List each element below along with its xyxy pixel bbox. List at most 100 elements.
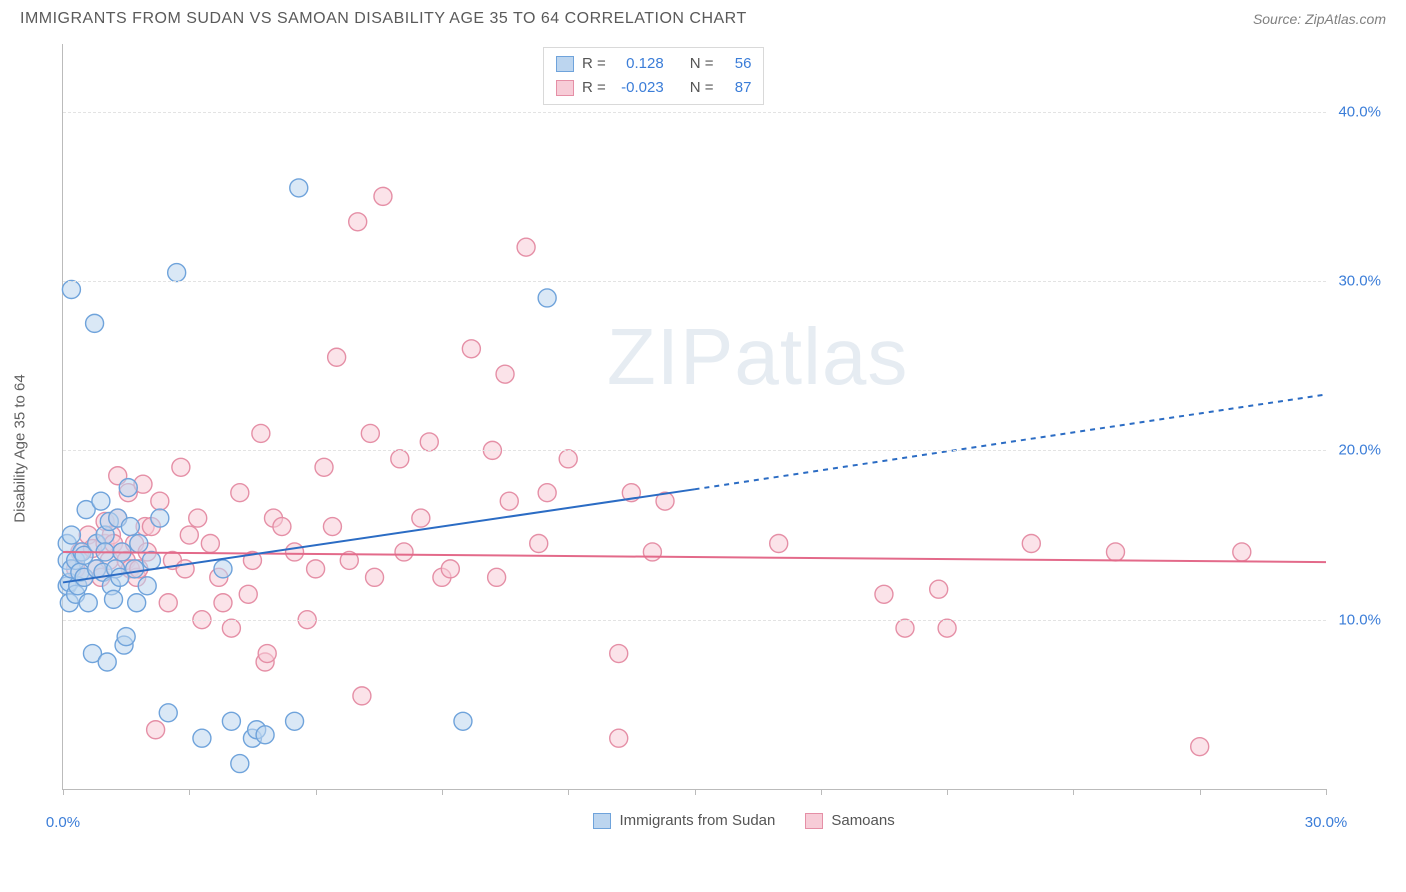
data-point — [214, 560, 232, 578]
data-point — [159, 704, 177, 722]
x-tick — [821, 789, 822, 795]
data-point — [62, 281, 80, 299]
x-tick — [1326, 789, 1327, 795]
gridline — [63, 620, 1326, 621]
data-point — [500, 492, 518, 510]
data-point — [374, 187, 392, 205]
data-point — [222, 619, 240, 637]
chart-title: IMMIGRANTS FROM SUDAN VS SAMOAN DISABILI… — [20, 10, 747, 28]
data-point — [252, 424, 270, 442]
data-point — [353, 687, 371, 705]
r-value-pink: -0.023 — [614, 76, 664, 100]
data-point — [231, 755, 249, 773]
legend-swatch-blue-icon — [593, 813, 611, 829]
data-point — [938, 619, 956, 637]
data-point — [189, 509, 207, 527]
chart-container: Disability Age 35 to 64 ZIPatlas R = 0.1… — [50, 40, 1386, 840]
data-point — [258, 645, 276, 663]
trend-line — [695, 394, 1327, 489]
data-point — [462, 340, 480, 358]
source-attribution: Source: ZipAtlas.com — [1253, 11, 1386, 27]
data-point — [290, 179, 308, 197]
n-value-blue: 56 — [721, 52, 751, 76]
gridline — [63, 112, 1326, 113]
data-point — [349, 213, 367, 231]
x-tick — [316, 789, 317, 795]
data-point — [930, 580, 948, 598]
data-point — [328, 348, 346, 366]
data-point — [1107, 543, 1125, 561]
data-point — [239, 585, 257, 603]
y-axis-label: Disability Age 35 to 64 — [12, 374, 29, 522]
data-point — [454, 712, 472, 730]
data-point — [92, 492, 110, 510]
legend-label-pink: Samoans — [831, 812, 894, 829]
data-point — [86, 314, 104, 332]
data-point — [875, 585, 893, 603]
data-point — [770, 534, 788, 552]
data-point — [559, 450, 577, 468]
plot-area: ZIPatlas R = 0.128 N = 56 R = -0.023 N =… — [62, 44, 1326, 790]
data-point — [151, 492, 169, 510]
r-value-blue: 0.128 — [614, 52, 664, 76]
n-label: N = — [690, 52, 714, 76]
data-point — [530, 534, 548, 552]
gridline — [63, 450, 1326, 451]
y-tick-label: 20.0% — [1331, 442, 1381, 459]
data-point — [315, 458, 333, 476]
data-point — [159, 594, 177, 612]
data-point — [395, 543, 413, 561]
data-point — [488, 568, 506, 586]
data-point — [517, 238, 535, 256]
data-point — [147, 721, 165, 739]
data-point — [896, 619, 914, 637]
data-point — [193, 729, 211, 747]
data-point — [391, 450, 409, 468]
data-point — [62, 526, 80, 544]
data-point — [119, 479, 137, 497]
x-tick — [1200, 789, 1201, 795]
data-point — [79, 594, 97, 612]
x-tick — [695, 789, 696, 795]
data-point — [98, 653, 116, 671]
data-point — [441, 560, 459, 578]
data-point — [117, 628, 135, 646]
data-point — [201, 534, 219, 552]
data-point — [286, 712, 304, 730]
data-point — [168, 264, 186, 282]
swatch-pink-icon — [556, 80, 574, 96]
data-point — [412, 509, 430, 527]
scatter-svg — [63, 44, 1326, 789]
x-tick-label: 30.0% — [1305, 814, 1348, 831]
y-tick-label: 10.0% — [1331, 611, 1381, 628]
data-point — [121, 518, 139, 536]
data-point — [142, 551, 160, 569]
data-point — [286, 543, 304, 561]
data-point — [214, 594, 232, 612]
legend-label-blue: Immigrants from Sudan — [619, 812, 775, 829]
data-point — [307, 560, 325, 578]
x-tick — [63, 789, 64, 795]
data-point — [610, 645, 628, 663]
data-point — [610, 729, 628, 747]
legend-item-blue: Immigrants from Sudan — [593, 812, 775, 829]
data-point — [1191, 738, 1209, 756]
data-point — [126, 560, 144, 578]
legend-item-pink: Samoans — [805, 812, 894, 829]
x-tick — [189, 789, 190, 795]
r-label-2: R = — [582, 76, 606, 100]
x-tick-label: 0.0% — [46, 814, 80, 831]
x-tick — [947, 789, 948, 795]
data-point — [538, 289, 556, 307]
data-point — [1233, 543, 1251, 561]
data-point — [366, 568, 384, 586]
x-tick — [1073, 789, 1074, 795]
n-value-pink: 87 — [721, 76, 751, 100]
stats-legend-box: R = 0.128 N = 56 R = -0.023 N = 87 — [543, 47, 765, 105]
data-point — [420, 433, 438, 451]
x-tick — [568, 789, 569, 795]
data-point — [151, 509, 169, 527]
swatch-blue-icon — [556, 56, 574, 72]
n-label-2: N = — [690, 76, 714, 100]
gridline — [63, 281, 1326, 282]
